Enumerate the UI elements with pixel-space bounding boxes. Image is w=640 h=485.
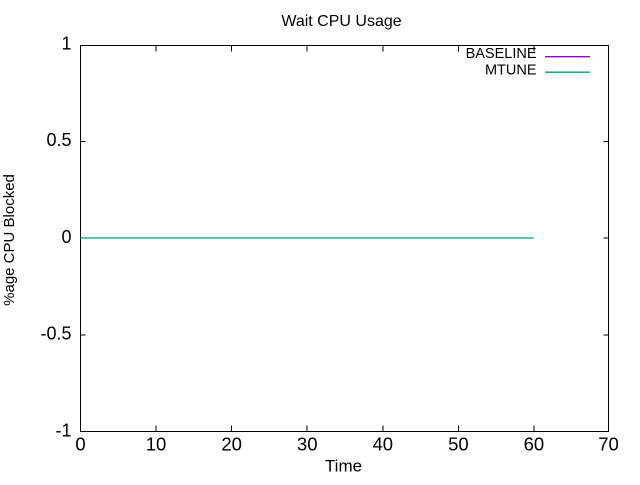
svg-text:60: 60 bbox=[524, 433, 545, 454]
svg-text:40: 40 bbox=[373, 433, 394, 454]
svg-text:50: 50 bbox=[448, 433, 469, 454]
svg-text:0: 0 bbox=[61, 227, 71, 247]
svg-text:0.5: 0.5 bbox=[46, 130, 71, 150]
svg-text:30: 30 bbox=[297, 433, 318, 454]
svg-text:-0.5: -0.5 bbox=[40, 324, 71, 344]
svg-text:MTUNE: MTUNE bbox=[485, 63, 537, 79]
svg-text:1: 1 bbox=[61, 33, 71, 53]
svg-text:%age CPU Blocked: %age CPU Blocked bbox=[1, 174, 18, 306]
svg-text:BASELINE: BASELINE bbox=[466, 46, 537, 62]
svg-text:0: 0 bbox=[75, 433, 85, 454]
svg-text:-1: -1 bbox=[55, 420, 71, 440]
svg-text:Time: Time bbox=[325, 457, 362, 476]
svg-text:20: 20 bbox=[221, 433, 242, 454]
svg-text:Wait CPU Usage: Wait CPU Usage bbox=[281, 13, 401, 30]
svg-text:10: 10 bbox=[146, 433, 167, 454]
svg-text:70: 70 bbox=[598, 433, 619, 454]
